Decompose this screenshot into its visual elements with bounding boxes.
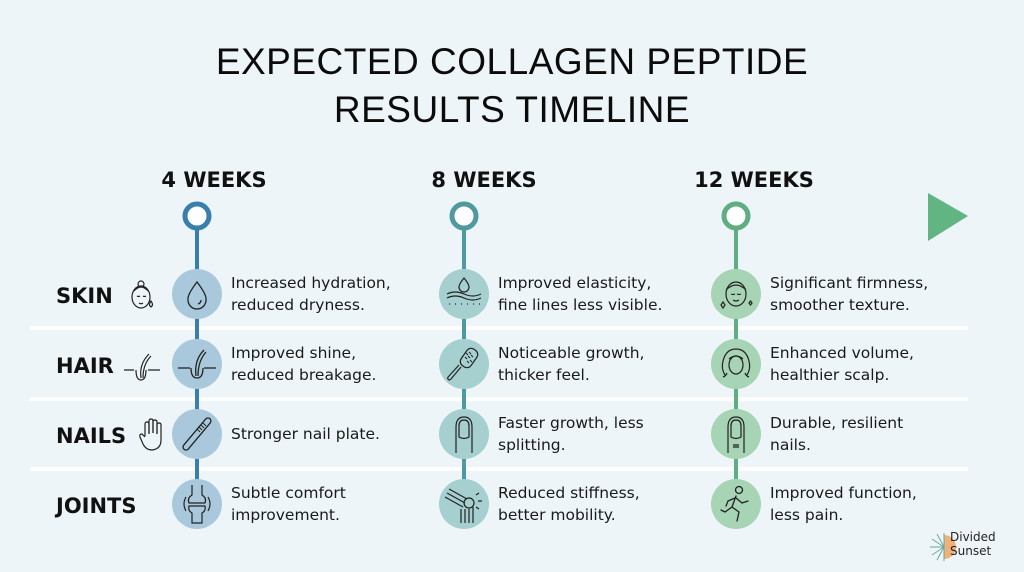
result-node-joints-8w: [439, 479, 489, 529]
row-divider: [30, 397, 968, 401]
milestone-label-12-weeks: 12 WEEKS: [694, 168, 814, 192]
brand-name: Divided Sunset: [950, 530, 996, 558]
title-line-1: EXPECTED COLLAGEN PEPTIDE: [215, 41, 809, 82]
face-with-drop-icon: [131, 280, 154, 309]
knee-joint-icon: [183, 485, 211, 524]
milestone-label-4-weeks: 4 WEEKS: [161, 168, 267, 192]
result-node-nails-4w: [172, 409, 222, 459]
result-text-hair-12w: Enhanced volume, healthier scalp.: [770, 344, 914, 384]
result-node-hair-12w: [711, 339, 761, 389]
milestone-node-12-weeks: [721, 201, 751, 231]
result-node-hair-4w: [172, 339, 222, 389]
running-person-icon: [720, 485, 749, 522]
result-text-skin-12w: Significant firmness, smoother texture.: [770, 274, 929, 314]
hair-follicle-icon: [178, 349, 216, 379]
radiant-face-icon: [720, 281, 753, 310]
knee-relief-icon: [444, 488, 482, 523]
result-text-nails-12w: Durable, resilient nails.: [770, 414, 904, 454]
milestone-node-8-weeks: [449, 201, 479, 231]
result-text-skin-4w: Increased hydration, reduced dryness.: [231, 274, 391, 314]
result-text-nails-8w: Faster growth, less splitting.: [498, 414, 644, 454]
result-text-nails-4w: Stronger nail plate.: [231, 425, 380, 443]
result-node-nails-12w: [711, 409, 761, 459]
category-skin: SKIN: [56, 284, 113, 308]
result-node-skin-4w: [172, 269, 222, 319]
hair-follicle-icon: [124, 353, 160, 381]
title-line-2: RESULTS TIMELINE: [333, 89, 691, 130]
result-text-skin-8w: Improved elasticity, fine lines less visi…: [498, 274, 663, 314]
milestone-label-8-weeks: 8 WEEKS: [431, 168, 537, 192]
category-joints: JOINTS: [56, 494, 137, 518]
hand-icon: [139, 418, 162, 451]
hairbrush-icon: [447, 347, 479, 381]
result-node-joints-4w: [172, 479, 222, 529]
result-node-skin-12w: [711, 269, 761, 319]
water-drop-icon: [187, 280, 207, 310]
result-node-nails-8w: [439, 409, 489, 459]
result-text-hair-4w: Improved shine, reduced breakage.: [231, 344, 377, 384]
strong-fingernail-icon: [727, 416, 745, 453]
result-text-joints-8w: Reduced stiffness, better mobility.: [498, 484, 640, 524]
category-nails: NAILS: [56, 424, 127, 448]
result-text-joints-12w: Improved function, less pain.: [770, 484, 917, 524]
arrow-head-icon: [928, 193, 968, 241]
page-title: EXPECTED COLLAGEN PEPTIDE RESULTS TIMELI…: [0, 38, 1024, 134]
voluminous-hair-icon: [721, 348, 751, 378]
result-text-hair-8w: Noticeable growth, thicker feel.: [498, 344, 645, 384]
nail-file-icon: [182, 417, 212, 451]
milestone-node-4-weeks: [182, 201, 212, 231]
skin-layers-icon: [446, 277, 482, 305]
result-node-joints-12w: [711, 479, 761, 529]
row-divider: [30, 467, 968, 471]
result-node-hair-8w: [439, 339, 489, 389]
row-divider: [30, 326, 968, 330]
fingernail-icon: [455, 416, 473, 453]
result-text-joints-4w: Subtle comfort improvement.: [231, 484, 346, 524]
result-node-skin-8w: [439, 269, 489, 319]
category-hair: HAIR: [56, 354, 114, 378]
divided-sunset-logo-icon: [930, 533, 956, 561]
